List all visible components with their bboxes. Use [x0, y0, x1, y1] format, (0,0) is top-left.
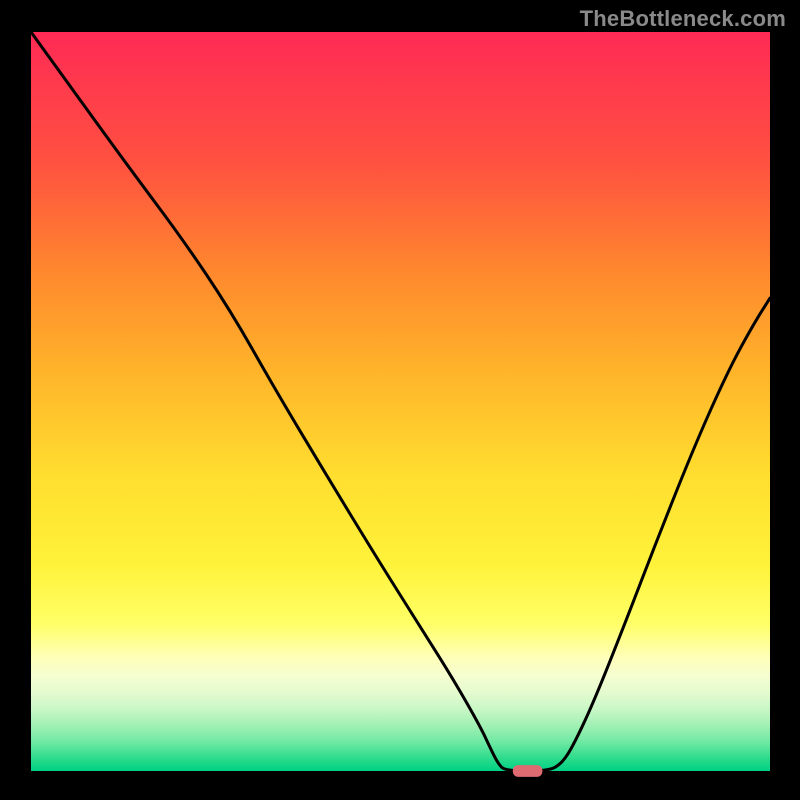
watermark-label: TheBottleneck.com — [580, 6, 786, 32]
bottleneck-chart: TheBottleneck.com — [0, 0, 800, 800]
chart-svg — [0, 0, 800, 800]
optimal-marker — [513, 765, 543, 777]
plot-background — [31, 32, 770, 771]
